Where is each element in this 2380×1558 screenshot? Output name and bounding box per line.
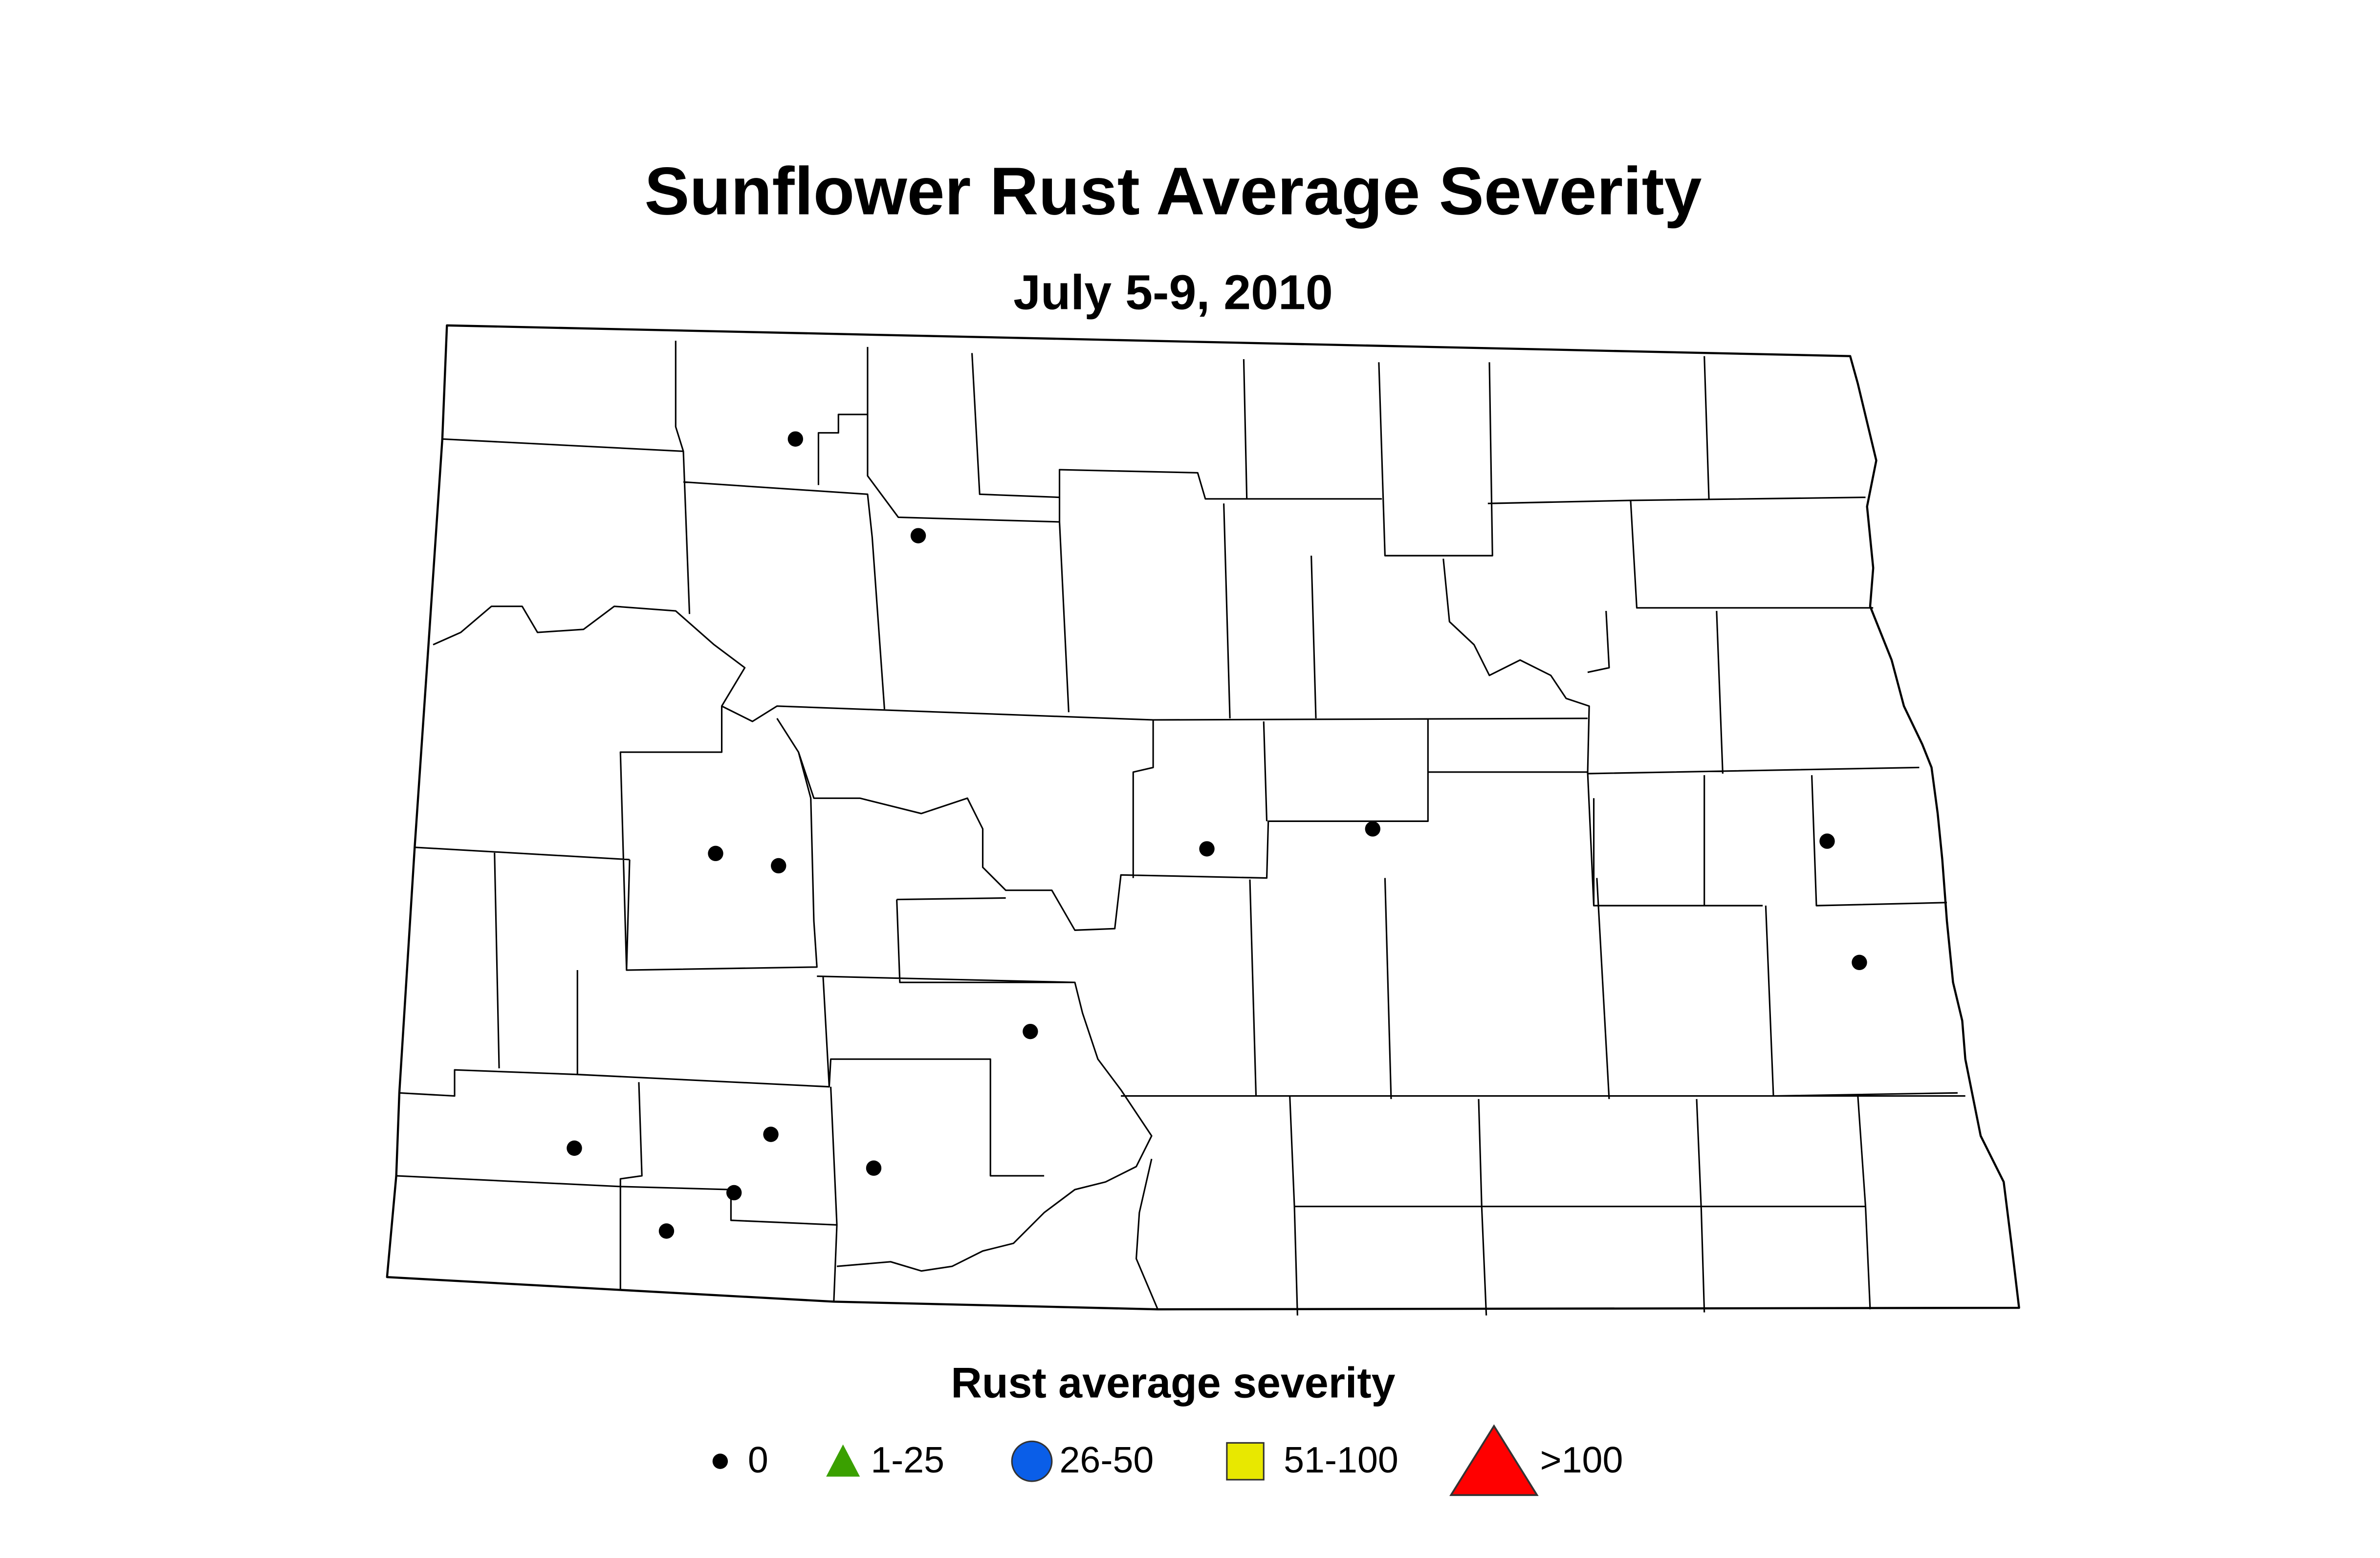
legend-symbol bbox=[826, 1444, 860, 1477]
legend-label: >100 bbox=[1540, 1439, 1623, 1480]
site-marker bbox=[658, 1223, 675, 1239]
site-marker bbox=[567, 1140, 582, 1156]
state-map bbox=[386, 324, 2020, 1316]
site-marker bbox=[771, 858, 786, 874]
legend-symbol bbox=[1449, 1424, 1539, 1496]
site-marker bbox=[763, 1126, 779, 1142]
legend-symbol bbox=[1011, 1440, 1053, 1482]
legend-label: 26-50 bbox=[1060, 1439, 1154, 1480]
map-title: Sunflower Rust Average Severity bbox=[644, 154, 1702, 229]
site-marker bbox=[1819, 833, 1835, 849]
site-marker bbox=[866, 1160, 882, 1176]
site-marker bbox=[787, 431, 803, 447]
site-marker bbox=[708, 845, 723, 862]
legend-title: Rust average severity bbox=[951, 1358, 1395, 1407]
legend-label: 51-100 bbox=[1284, 1439, 1398, 1480]
legend: 0 1-25 26-50 51-100 >100 bbox=[712, 1424, 1623, 1496]
site-marker bbox=[910, 528, 926, 543]
map-subtitle: July 5-9, 2010 bbox=[1013, 265, 1333, 320]
legend-symbol bbox=[1226, 1442, 1265, 1481]
site-marker bbox=[1199, 841, 1215, 857]
site-marker bbox=[726, 1185, 742, 1201]
state-outline bbox=[386, 324, 2020, 1311]
legend-label: 1-25 bbox=[871, 1439, 944, 1480]
county-lines bbox=[396, 341, 1965, 1316]
survey-sites bbox=[567, 431, 1867, 1239]
site-marker bbox=[1852, 954, 1867, 971]
site-marker bbox=[1023, 1023, 1038, 1039]
legend-symbol bbox=[712, 1453, 728, 1469]
site-marker bbox=[1365, 821, 1380, 837]
legend-label: 0 bbox=[748, 1439, 768, 1480]
